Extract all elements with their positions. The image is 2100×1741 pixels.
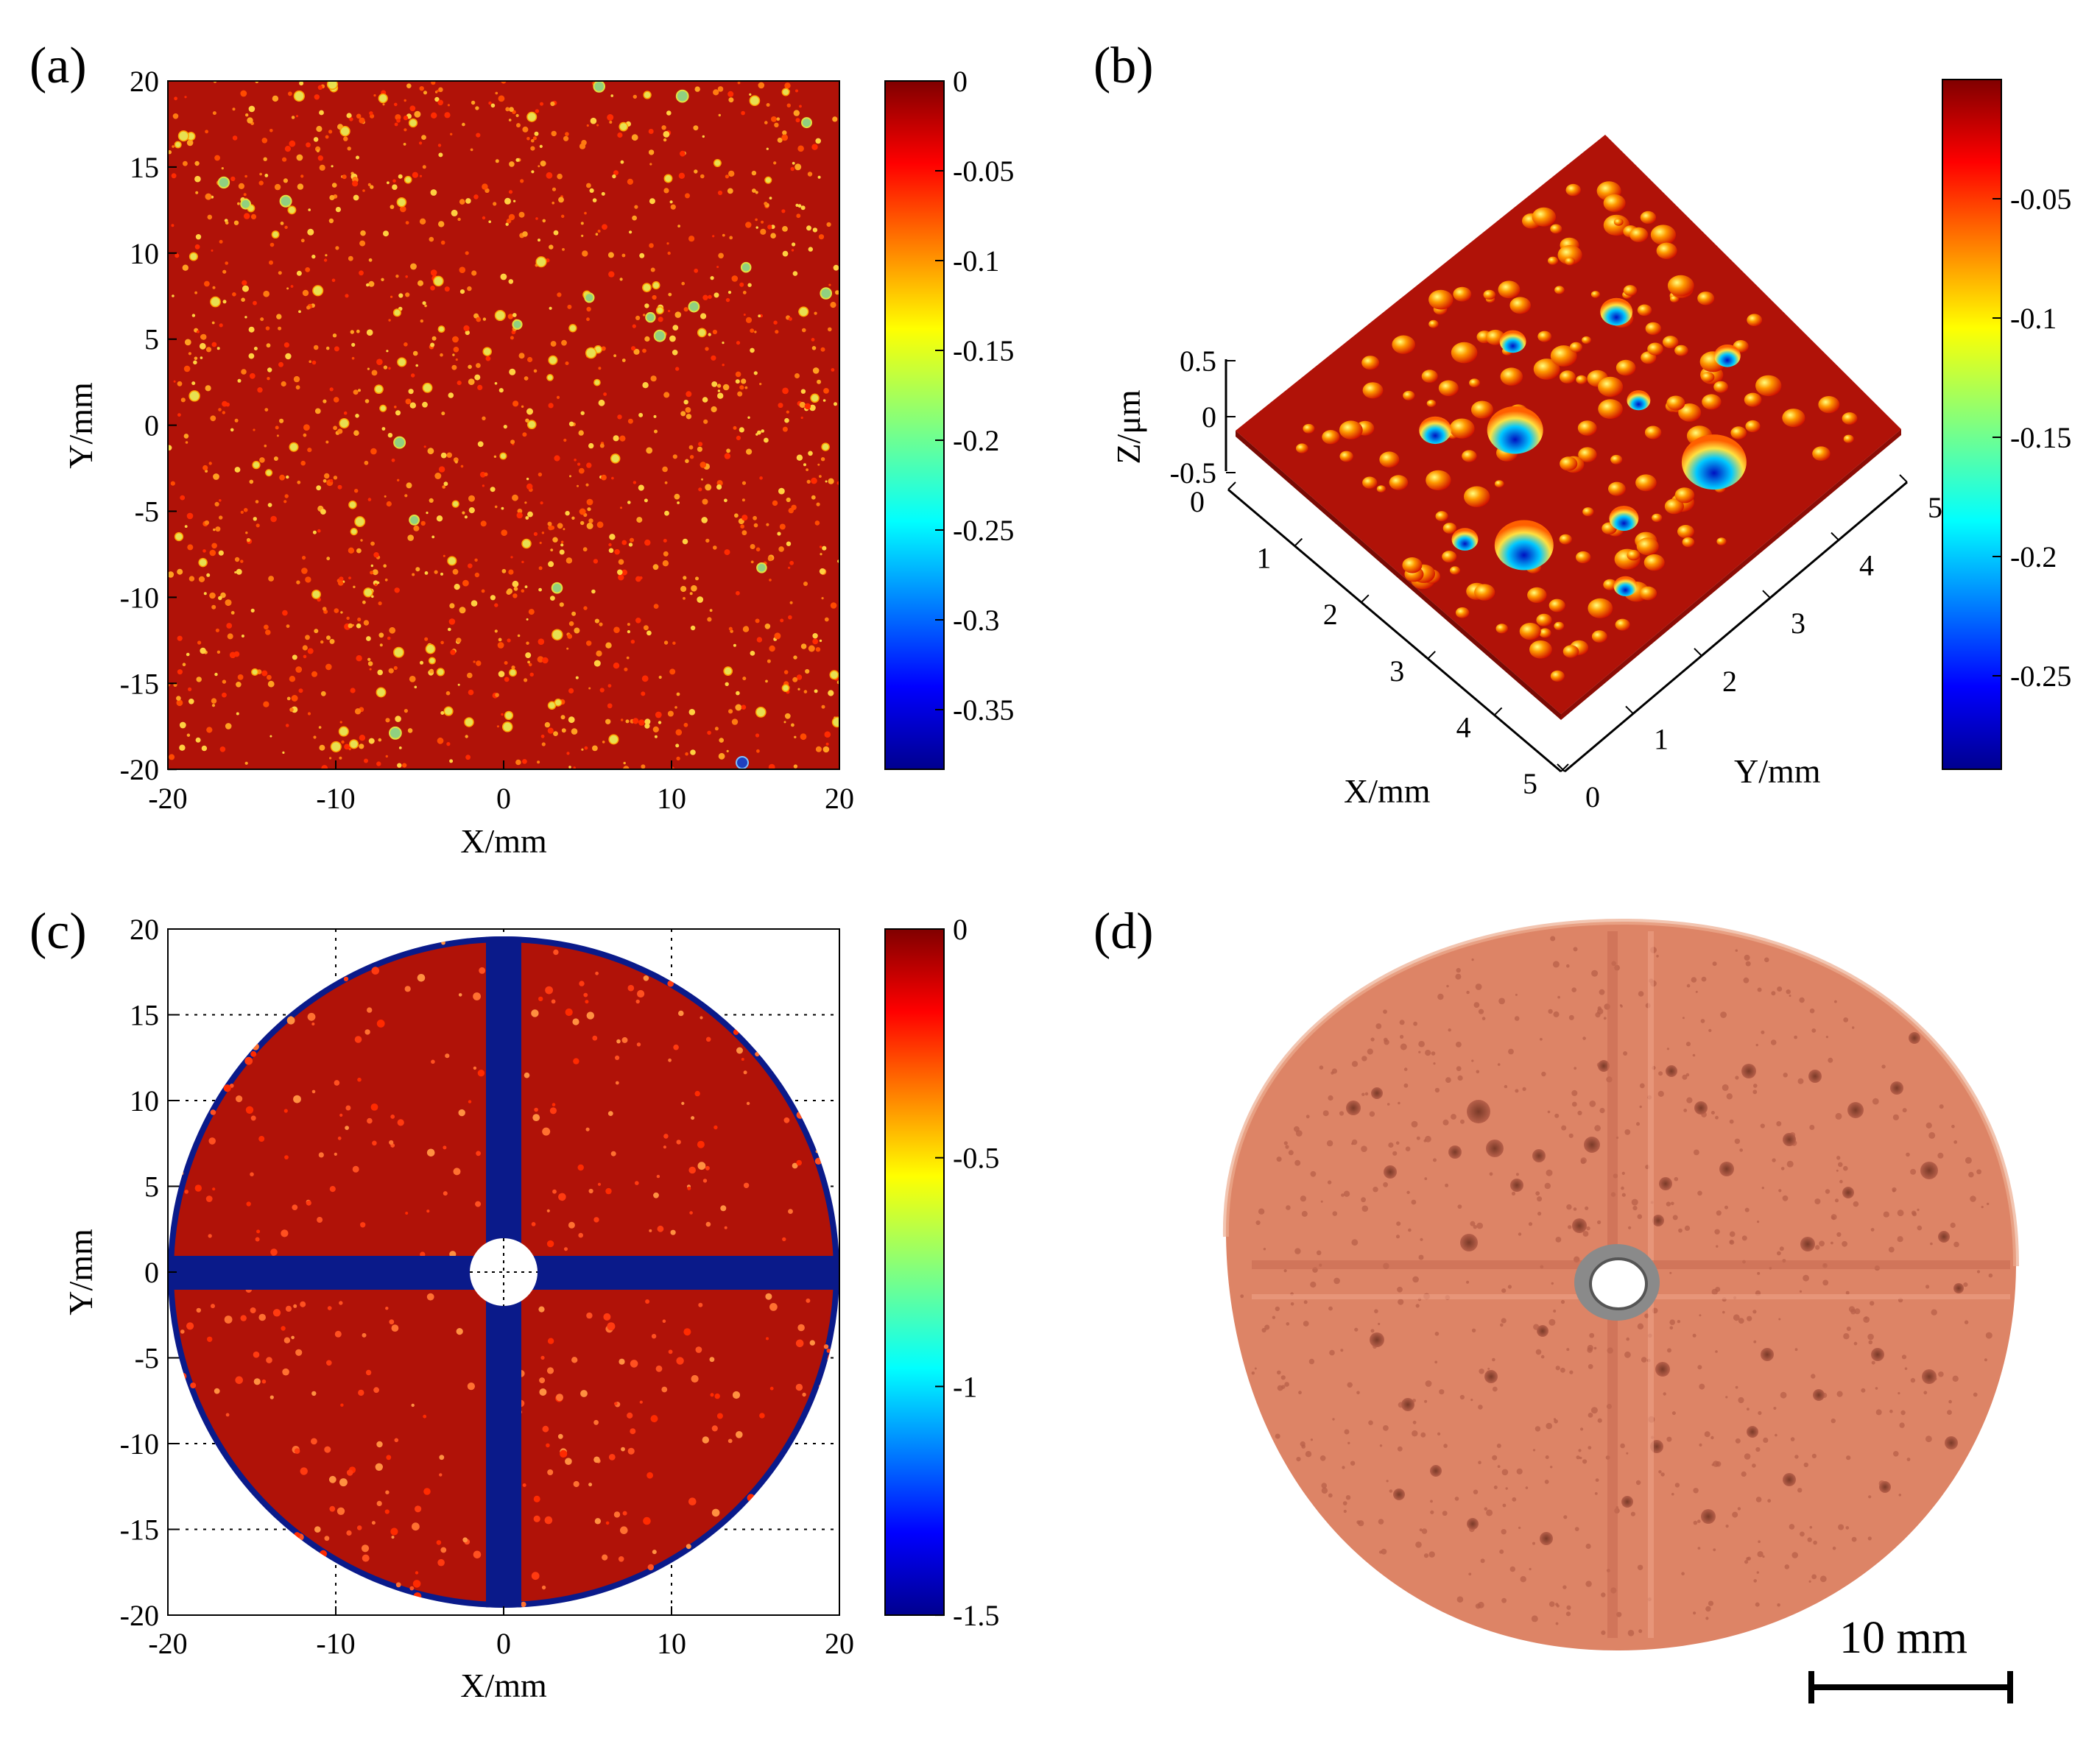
panel-c-ytick: 5 [144,1170,159,1204]
panel-d-label: (d) [1093,903,1154,960]
panel-c-colorbar-ticks: 0 -0.5 -1 -1.5 [935,913,999,1632]
panel-a-xtick: 20 [825,782,854,815]
panel-d: (d) 10 mm [1093,903,2020,1703]
panel-a-xlabel: X/mm [460,822,547,860]
panel-a-ytick: 20 [130,65,159,98]
panel-b-ytick: 1 [1654,722,1669,755]
panel-a-colorbar-tick: -0.15 [953,334,1014,367]
panel-b-ztick: 0 [1202,400,1216,434]
panel-a-axes: -20 -10 0 10 20 20 15 10 5 0 -5 -10 -15 -20 [120,65,854,815]
panel-c-xtick: -20 [148,1627,187,1660]
panel-b-ytick: 5 [1928,491,1942,524]
panel-a-ylabel: Y/mm [62,382,99,469]
panel-b-ylabel: Y/mm [1734,752,1821,790]
panel-a-ytick: -20 [120,753,159,786]
panel-a-xtick: 10 [657,782,686,815]
panel-a-ytick: 10 [130,237,159,270]
panel-b-colorbar-tick: -0.05 [2010,183,2071,216]
panel-b-xtick: 0 [1190,485,1205,518]
panel-a-colorbar-tick: -0.25 [953,514,1014,547]
panel-c-ytick: -15 [120,1514,159,1547]
panel-b-surface [1236,135,1901,714]
panel-c-ytick: -20 [120,1599,159,1632]
panel-a-colorbar-tick: -0.05 [953,155,1014,188]
panel-b-ztick: 0.5 [1180,345,1216,378]
panel-a-plot-area [168,81,839,769]
panel-b-zlabel: Z/μm [1110,389,1147,465]
panel-b-label: (b) [1093,38,1154,94]
panel-b-ytick: 2 [1722,665,1737,698]
panel-b-ytick: 0 [1585,780,1600,813]
panel-c-xtick: 20 [825,1627,854,1660]
panel-b-ytick: 3 [1791,607,1805,640]
panel-b-xtick: 2 [1323,598,1338,631]
panel-c-xtick: 0 [496,1627,511,1660]
panel-c-xtick: -10 [316,1627,355,1660]
panel-a-colorbar-tick: -0.2 [953,424,999,457]
panel-b-ytick: 4 [1859,549,1874,582]
panel-c-colorbar-tick: -1.5 [953,1599,999,1632]
panel-b-surface-features [1296,181,1858,682]
panel-a-colorbar-tick: -0.35 [953,693,1014,727]
panel-b-xtick: 4 [1456,710,1471,744]
panel-c-colorbar-tick: -0.5 [953,1142,999,1175]
panel-b-colorbar [1942,79,2002,770]
panel-c-label: (c) [29,903,87,960]
panel-a-colorbar-ticks: 0 -0.05 -0.1 -0.15 -0.2 -0.25 -0.3 -0.35 [935,65,1014,727]
panel-c-xtick: 10 [657,1627,686,1660]
panel-a-colorbar-tick: -0.3 [953,604,999,637]
panel-c-axes: -20 -10 0 10 20 20 15 10 5 0 -5 -10 -15 -20 [120,913,854,1660]
panel-b-colorbar-tick: -0.1 [2010,302,2057,335]
panel-a-xtick: 0 [496,782,511,815]
panel-b-xtick: 3 [1389,654,1404,688]
panel-c-center-hole [470,1238,538,1306]
panel-c-ytick: 15 [130,999,159,1032]
panel-a-ytick: -10 [120,581,159,614]
panel-a-colorbar-tick: -0.1 [953,244,999,278]
panel-a-ytick: 15 [130,151,159,184]
panel-c-ytick: 10 [130,1084,159,1117]
panel-c-ytick: -10 [120,1427,159,1461]
panel-c-colorbar-tick: -1 [953,1370,977,1403]
scalebar-label: 10 mm [1839,1613,1967,1663]
panel-a-ytick: 5 [144,323,159,356]
panel-b-colorbar-tick: -0.25 [2010,660,2071,693]
panel-a-label: (a) [29,38,87,94]
panel-b-ztick: -0.5 [1170,456,1216,490]
panel-a-xtick: -20 [148,782,187,815]
panel-c-ytick: -5 [135,1342,159,1375]
panel-b-colorbar-ticks: -0.05 -0.1 -0.15 -0.2 -0.25 [1992,183,2071,693]
panel-b-xlabel: X/mm [1344,772,1431,810]
panel-a-ytick: -15 [120,667,159,700]
panel-a-colorbar [884,80,945,770]
panel-a-ytick: -5 [135,495,159,529]
panel-a-pits [168,81,839,769]
panel-c-ylabel: Y/mm [62,1229,99,1316]
panel-b-colorbar-tick: -0.15 [2010,421,2071,454]
panel-c-ytick: 0 [144,1256,159,1289]
panel-c-xlabel: X/mm [460,1667,547,1704]
panel-a-xtick: -10 [316,782,355,815]
panel-c-ytick: 20 [130,913,159,946]
panel-a-ytick: 0 [144,409,159,442]
panel-b-xtick: 5 [1523,767,1537,800]
panel-b-colorbar-tick: -0.2 [2010,540,2057,573]
panel-a-colorbar-tick: 0 [953,65,968,98]
panel-c-colorbar-tick: 0 [953,913,968,946]
panel-b-xtick: 1 [1256,542,1271,575]
panel-c-colorbar [884,928,945,1616]
